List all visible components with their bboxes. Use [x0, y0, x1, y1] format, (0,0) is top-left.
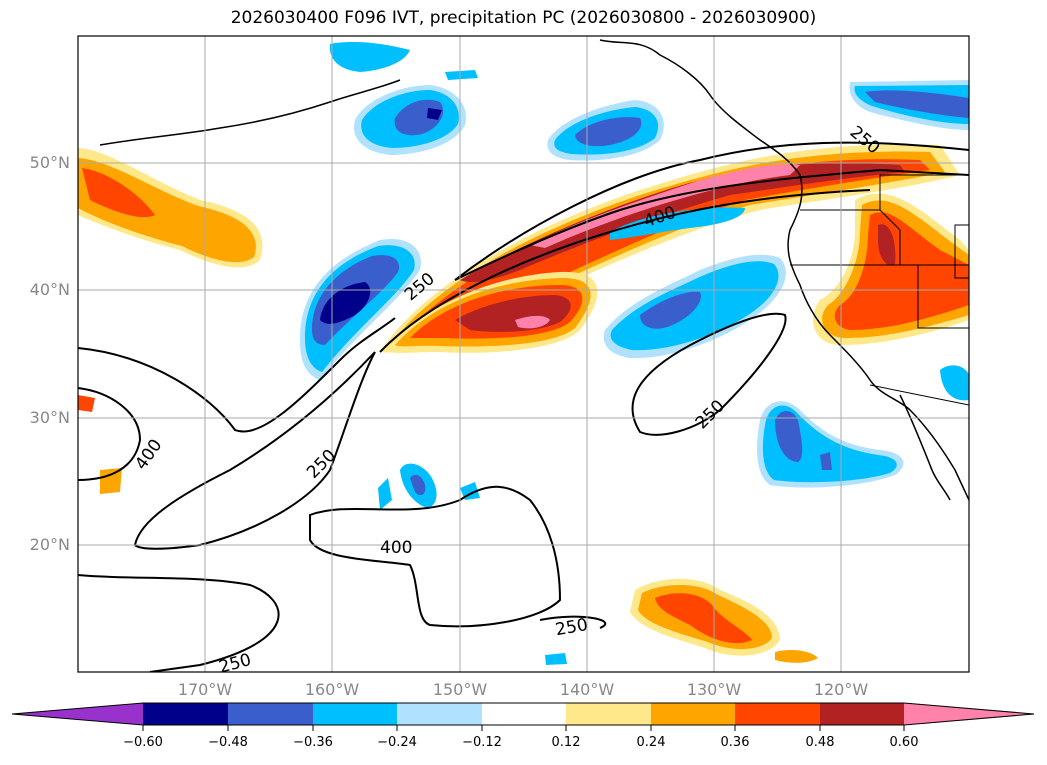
contour-label: 250: [217, 650, 254, 678]
lon-label: 170°W: [177, 680, 233, 699]
lat-label: 50°N: [29, 153, 70, 172]
lat-label: 40°N: [29, 280, 70, 299]
precip-negative: [300, 42, 969, 665]
colorbar-tick-label: −0.36: [293, 735, 333, 750]
colorbar-tick-label: −0.60: [123, 735, 163, 750]
contour-label: 400: [380, 538, 412, 558]
precip-positive-south: [630, 578, 818, 663]
lat-label: 30°N: [29, 408, 70, 427]
lon-label: 120°W: [813, 680, 869, 699]
colorbar: [11, 702, 1035, 731]
colorbar-tick-label: 0.48: [805, 735, 835, 750]
lon-label: 130°W: [686, 680, 742, 699]
precip-positive-west-us: [812, 193, 969, 345]
contour-label: 250: [303, 446, 340, 483]
colorbar-tick-label: −0.24: [377, 735, 417, 750]
colorbar-tick-label: 0.36: [720, 735, 750, 750]
shaded-anomalies: [78, 36, 969, 672]
colorbar-tick-label: 0.24: [636, 735, 666, 750]
map-title: 2026030400 F096 IVT, precipitation PC (2…: [230, 8, 817, 28]
lon-label: 150°W: [432, 680, 488, 699]
colorbar-tick-label: −0.48: [208, 735, 248, 750]
colorbar-tick-label: 0.60: [889, 735, 919, 750]
lat-label: 20°N: [29, 535, 70, 554]
lon-label: 160°W: [304, 680, 360, 699]
lon-label: 140°W: [559, 680, 615, 699]
contour-label: 250: [692, 396, 729, 433]
colorbar-tick-label: −0.12: [462, 735, 502, 750]
plot-frame: [77, 35, 970, 673]
coastlines: [99, 39, 969, 501]
gridlines: [78, 36, 969, 672]
contour-label: 250: [554, 615, 589, 640]
contour-label: 400: [131, 436, 166, 474]
precip-positive-west: [78, 148, 263, 494]
colorbar-tick-label: 0.12: [551, 735, 581, 750]
state-borders: [790, 174, 969, 406]
